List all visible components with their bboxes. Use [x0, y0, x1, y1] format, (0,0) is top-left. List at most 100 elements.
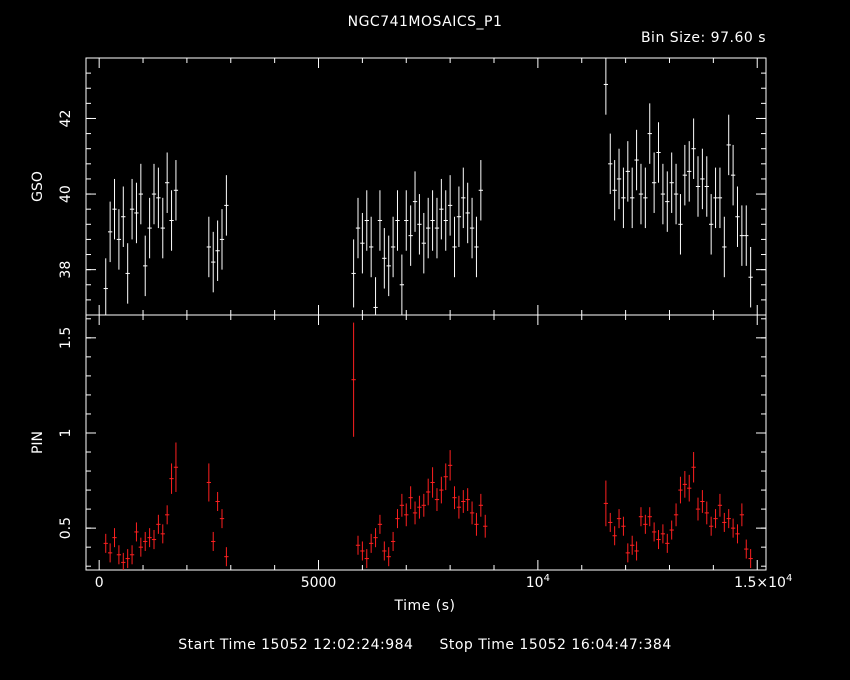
pin-data-point [461, 490, 466, 513]
pin-data-point [456, 495, 462, 519]
pin-data-point [660, 524, 666, 544]
pin-data-point [630, 535, 635, 555]
pin-data-point [395, 509, 400, 529]
pin-data-point [355, 535, 361, 555]
gso-data-point [360, 212, 365, 274]
gso-data-point [625, 141, 630, 202]
gso-data-point [469, 197, 475, 259]
pin-data-point [147, 528, 152, 548]
gso-data-point [616, 148, 622, 210]
pin-data-point [173, 442, 179, 492]
gso-ylabel: GSO [30, 171, 46, 202]
pin-data-point [739, 503, 745, 527]
gso-data-point [211, 231, 216, 293]
plot-title: NGC741MOSAICS_P1 [347, 14, 503, 30]
pin-data-point [651, 522, 657, 542]
pin-data-point [156, 514, 161, 534]
pin-data-point [134, 522, 139, 542]
start-time-label: Start Time 15052 12:02:24:984 [178, 637, 414, 653]
gso-data-point [647, 103, 652, 164]
gso-data-point [656, 122, 661, 183]
gso-series [103, 58, 753, 315]
pin-data-point [412, 501, 418, 525]
pin-data-point [621, 516, 626, 536]
pin-data-point [404, 503, 409, 527]
gso-data-point [439, 178, 444, 240]
pin-ylabel: PIN [30, 431, 46, 454]
pin-data-point [430, 467, 435, 498]
gso-data-point [116, 209, 122, 270]
pin-series [103, 322, 753, 570]
pin-data-point [219, 509, 225, 529]
gso-data-point [412, 171, 418, 232]
gso-data-point [351, 239, 356, 308]
gso-data-point [224, 175, 229, 236]
pin-data-point [678, 476, 683, 504]
gso-data-point [474, 216, 479, 278]
gso-data-point [739, 205, 745, 266]
pin-data-point [691, 452, 696, 483]
gso-data-point [421, 212, 426, 274]
pin-data-point [351, 322, 356, 437]
gso-data-point [373, 277, 378, 315]
pin-data-point [439, 476, 444, 504]
gso-data-point [147, 197, 152, 259]
pin-data-point [116, 545, 122, 565]
gso-data-point [704, 156, 709, 217]
pin-data-point [138, 537, 143, 557]
gso-data-point [138, 163, 143, 225]
gso-data-point [687, 141, 692, 202]
pin-data-point [695, 497, 701, 521]
pin-ytick-label: 1 [58, 429, 74, 438]
gso-data-point [215, 220, 220, 281]
gso-data-point [678, 194, 683, 255]
gso-data-point [665, 171, 670, 232]
gso-data-point [364, 190, 369, 251]
gso-data-point [434, 197, 440, 259]
gso-data-point [355, 197, 361, 259]
gso-data-point [219, 209, 225, 270]
gso-data-point [399, 254, 405, 315]
pin-data-point [469, 501, 475, 525]
pin-data-point [700, 490, 705, 513]
pin-data-point [474, 512, 479, 536]
pin-panel-frame [85, 314, 767, 571]
pin-data-point [390, 531, 396, 551]
gso-data-point [390, 216, 396, 278]
pin-data-point [603, 480, 609, 527]
pin-data-point [160, 524, 165, 544]
pin-data-point [656, 530, 661, 550]
pin-data-point [669, 520, 674, 540]
gso-data-point [695, 156, 701, 217]
gso-panel-frame [85, 57, 767, 316]
gso-data-point [651, 152, 657, 213]
gso-data-point [160, 197, 165, 259]
gso-data-point [107, 201, 113, 263]
bin-size-label: Bin Size: 97.60 s [640, 30, 766, 46]
pin-data-point [687, 474, 692, 502]
gso-data-point [638, 163, 644, 225]
pin-data-point [215, 491, 220, 512]
gso-data-point [125, 243, 130, 304]
gso-data-point [395, 190, 400, 251]
pin-data-point [452, 486, 457, 510]
pin-data-point [713, 509, 718, 529]
gso-data-point [165, 152, 170, 213]
gso-data-point [713, 167, 718, 229]
pin-data-point [478, 493, 483, 517]
gso-data-point [722, 216, 727, 278]
gso-data-point [377, 190, 383, 251]
gso-data-point [643, 167, 648, 229]
pin-data-point [360, 541, 365, 561]
pin-data-point [165, 505, 170, 525]
pin-data-point [426, 478, 431, 506]
gso-data-point [173, 160, 179, 221]
gso-data-point [608, 133, 613, 195]
pin-data-point [465, 488, 470, 512]
pin-data-point [730, 518, 736, 538]
pin-data-point [673, 503, 679, 527]
gso-data-point [612, 160, 617, 221]
gso-data-point [744, 205, 749, 266]
gso-data-point [478, 160, 483, 221]
